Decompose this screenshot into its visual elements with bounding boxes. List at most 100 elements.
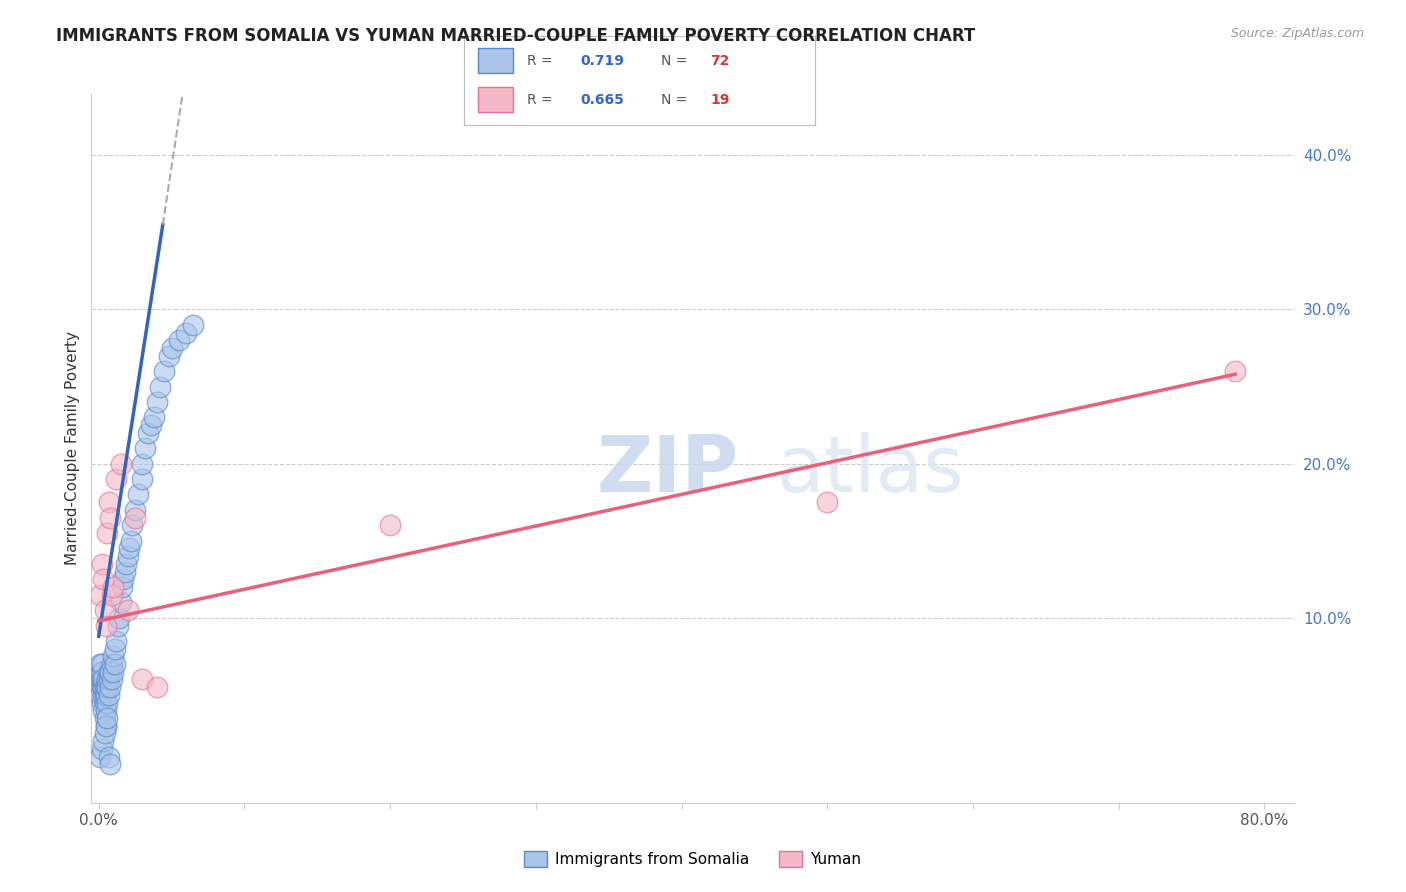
Point [107, 618, 129, 632]
Point [117, 549, 139, 563]
Point [98, 680, 121, 694]
Point [90, 665, 112, 679]
Point [114, 565, 136, 579]
Point [96, 696, 118, 710]
Text: R =: R = [527, 93, 557, 107]
Point [89, 688, 111, 702]
Point [103, 649, 125, 664]
Point [110, 595, 132, 609]
Text: N =: N = [661, 93, 692, 107]
Point [97, 665, 120, 679]
Point [97, 749, 120, 764]
Point [136, 425, 159, 440]
Point [94, 688, 117, 702]
Point [160, 341, 183, 355]
Point [115, 557, 138, 571]
Point [96, 526, 118, 541]
Point [98, 510, 121, 524]
Point [93, 680, 115, 694]
Point [90, 673, 112, 687]
Point [90, 742, 112, 756]
Point [91, 680, 114, 694]
Point [183, 318, 205, 332]
Point [124, 503, 146, 517]
Text: atlas: atlas [776, 432, 965, 508]
Point [105, 634, 128, 648]
Point [93, 711, 115, 725]
Point [112, 572, 135, 586]
Point [93, 696, 115, 710]
Point [90, 557, 112, 571]
Point [98, 665, 121, 679]
Point [91, 703, 114, 717]
Point [104, 657, 127, 671]
Point [121, 518, 143, 533]
Point [97, 495, 120, 509]
Point [101, 673, 124, 687]
Point [127, 487, 149, 501]
Point [93, 688, 115, 702]
Point [131, 673, 153, 687]
Point [89, 749, 111, 764]
Text: 72: 72 [710, 54, 730, 68]
Point [104, 641, 127, 656]
Text: IMMIGRANTS FROM SOMALIA VS YUMAN MARRIED-COUPLE FAMILY POVERTY CORRELATION CHART: IMMIGRANTS FROM SOMALIA VS YUMAN MARRIED… [56, 27, 976, 45]
Point [167, 334, 190, 348]
FancyBboxPatch shape [478, 48, 513, 73]
Point [90, 696, 112, 710]
Text: Source: ZipAtlas.com: Source: ZipAtlas.com [1230, 27, 1364, 40]
Point [131, 472, 153, 486]
Point [91, 572, 114, 586]
Point [91, 688, 114, 702]
Point [143, 410, 166, 425]
Point [117, 603, 139, 617]
Point [90, 657, 112, 671]
Point [174, 326, 197, 340]
Point [94, 719, 117, 733]
Point [96, 673, 118, 687]
Point [146, 395, 169, 409]
Point [118, 541, 141, 556]
FancyBboxPatch shape [478, 87, 513, 112]
Y-axis label: Married-Couple Family Poverty: Married-Couple Family Poverty [65, 331, 80, 566]
Point [120, 533, 142, 548]
Point [96, 711, 118, 725]
Point [815, 495, 838, 509]
Point [134, 442, 156, 456]
Text: N =: N = [661, 54, 692, 68]
Point [96, 680, 118, 694]
Text: 0.665: 0.665 [581, 93, 624, 107]
Point [110, 457, 132, 471]
Point [157, 349, 180, 363]
Text: R =: R = [527, 54, 557, 68]
Text: 19: 19 [710, 93, 730, 107]
Text: 0.719: 0.719 [581, 54, 624, 68]
Point [93, 603, 115, 617]
Point [139, 418, 162, 433]
Point [153, 364, 176, 378]
Point [101, 588, 124, 602]
Point [89, 680, 111, 694]
Point [146, 680, 169, 694]
Point [89, 665, 111, 679]
Point [149, 379, 172, 393]
Point [94, 703, 117, 717]
Point [94, 680, 117, 694]
Point [124, 510, 146, 524]
Point [103, 580, 125, 594]
Point [91, 734, 114, 748]
Point [378, 518, 401, 533]
Legend: Immigrants from Somalia, Yuman: Immigrants from Somalia, Yuman [517, 845, 868, 873]
Point [94, 719, 117, 733]
Point [98, 757, 121, 772]
Point [105, 472, 128, 486]
Point [101, 657, 124, 671]
Point [89, 588, 111, 602]
Point [90, 680, 112, 694]
Point [1225, 364, 1247, 378]
Point [131, 457, 153, 471]
Point [93, 726, 115, 740]
Point [111, 580, 134, 594]
Point [108, 611, 131, 625]
Point [97, 688, 120, 702]
